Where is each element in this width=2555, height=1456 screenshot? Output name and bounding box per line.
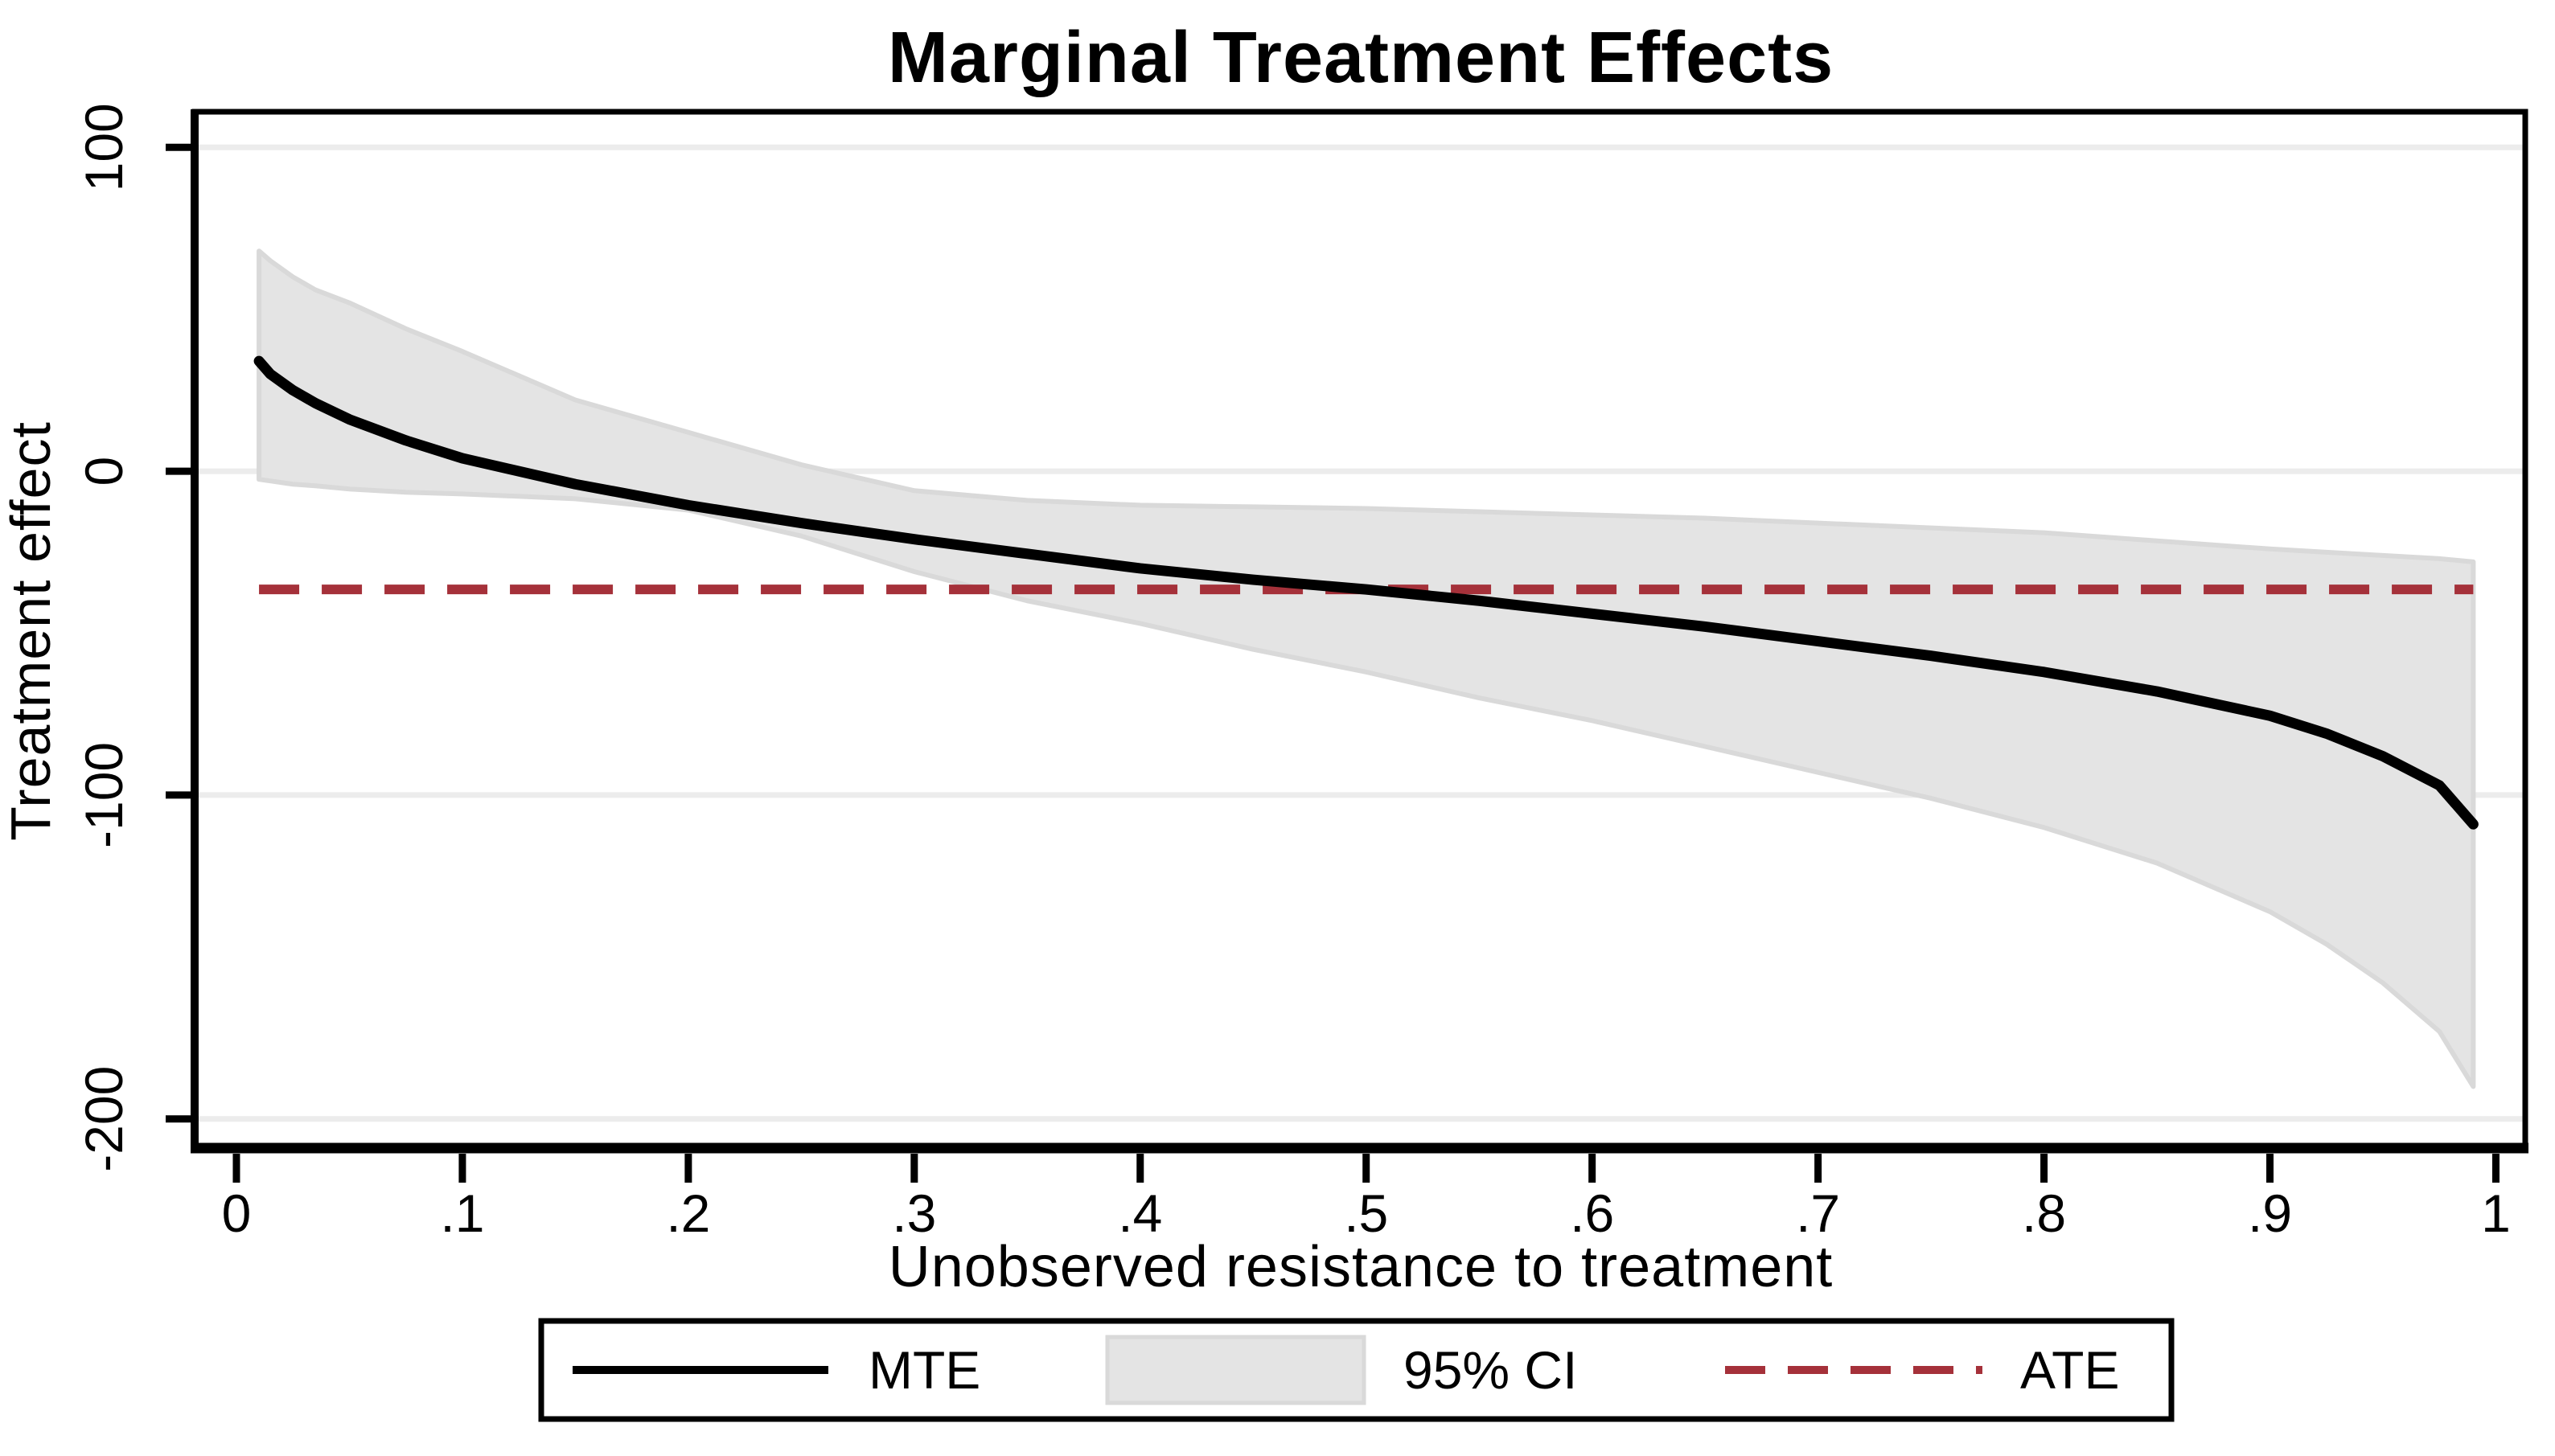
axis-tick-labels-layer: 100 0 -100 -200 0 .1 .2 .3 .4 .5 .6 .7 .8 .9 1 <box>74 103 2511 1243</box>
x-tick-label: 0 <box>222 1183 252 1243</box>
chart-title: Marginal Treatment Effects <box>888 18 1834 98</box>
y-tick-label: -100 <box>74 742 134 848</box>
plot-frame-layer <box>191 109 2528 1154</box>
x-axis-title: Unobserved resistance to treatment <box>889 1235 1834 1299</box>
mte-line-layer <box>253 355 2479 830</box>
x-tick-label: .9 <box>2248 1183 2292 1243</box>
legend: MTE 95% CI ATE <box>538 1318 2175 1422</box>
x-tick-label: .5 <box>1344 1183 1388 1243</box>
mte-line <box>253 355 2479 830</box>
mte-legend-label: MTE <box>869 1340 980 1400</box>
y-axis-title: Treatment effect <box>0 421 62 841</box>
ci-legend-label: 95% CI <box>1403 1340 1577 1400</box>
y-tick-label: 100 <box>74 103 134 191</box>
x-tick-label: .1 <box>440 1183 484 1243</box>
axis-ticks-layer <box>166 143 2500 1183</box>
y-tick-label: -200 <box>74 1066 134 1172</box>
x-tick-label: .7 <box>1796 1183 1840 1243</box>
x-tick-label: .4 <box>1118 1183 1162 1243</box>
ate-legend-label: ATE <box>2020 1340 2119 1400</box>
x-tick-label: .6 <box>1570 1183 1614 1243</box>
ci-legend-swatch <box>1105 1335 1366 1405</box>
x-tick-label: .8 <box>2022 1183 2066 1243</box>
x-tick-label: 1 <box>2481 1183 2511 1243</box>
y-tick-label: 0 <box>74 457 134 486</box>
x-tick-label: .2 <box>666 1183 710 1243</box>
x-tick-label: .3 <box>892 1183 936 1243</box>
